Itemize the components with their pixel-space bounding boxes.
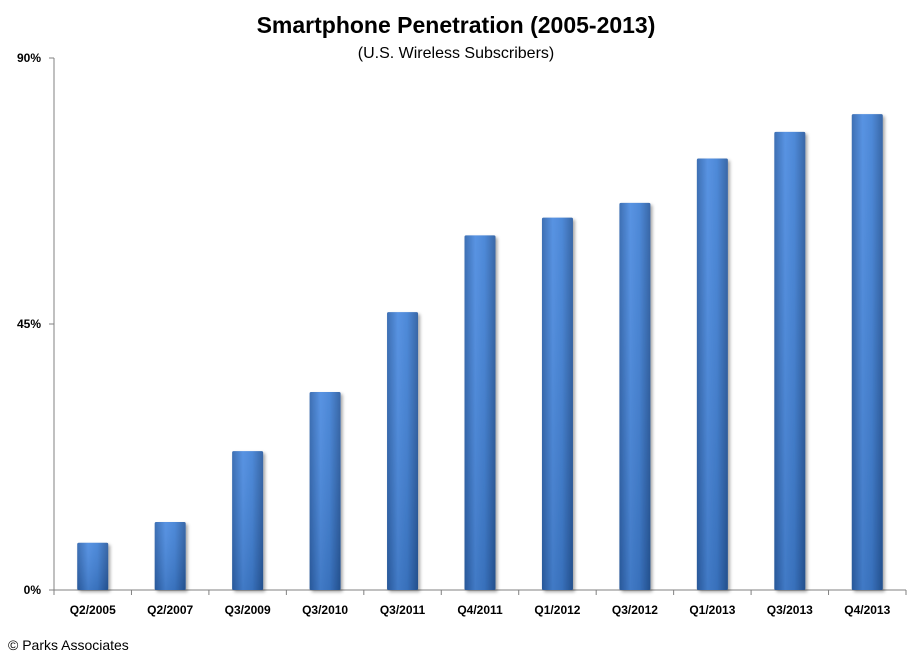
y-tick-label: 0% [24, 583, 42, 597]
bar [464, 235, 496, 591]
bar [851, 114, 883, 591]
bar [154, 522, 186, 590]
bar [232, 451, 264, 590]
x-tick-label: Q2/2005 [70, 603, 116, 617]
copyright-notice: © Parks Associates [8, 637, 129, 653]
x-tick-label: Q4/2011 [457, 603, 503, 617]
y-tick-label: 45% [17, 317, 41, 331]
bar [774, 131, 806, 590]
x-tick-label: Q3/2013 [767, 603, 813, 617]
chart-title: Smartphone Penetration (2005-2013) [256, 12, 656, 38]
bar [387, 312, 419, 590]
x-tick-label: Q2/2007 [147, 603, 193, 617]
bar [77, 542, 109, 590]
x-tick-label: Q3/2011 [380, 603, 426, 617]
bar [309, 391, 341, 590]
x-tick-label: Q1/2012 [534, 603, 580, 617]
x-tick-label: Q3/2009 [225, 603, 271, 617]
x-tick-label: Q3/2010 [302, 603, 348, 617]
x-tick-label: Q3/2012 [612, 603, 658, 617]
bar [541, 217, 573, 590]
chart-subtitle: (U.S. Wireless Subscribers) [357, 45, 555, 62]
y-tick-label: 90% [17, 51, 41, 65]
bar [619, 202, 651, 591]
x-tick-label: Q4/2013 [844, 603, 890, 617]
x-tick-label: Q1/2013 [689, 603, 735, 617]
bar [696, 158, 728, 590]
